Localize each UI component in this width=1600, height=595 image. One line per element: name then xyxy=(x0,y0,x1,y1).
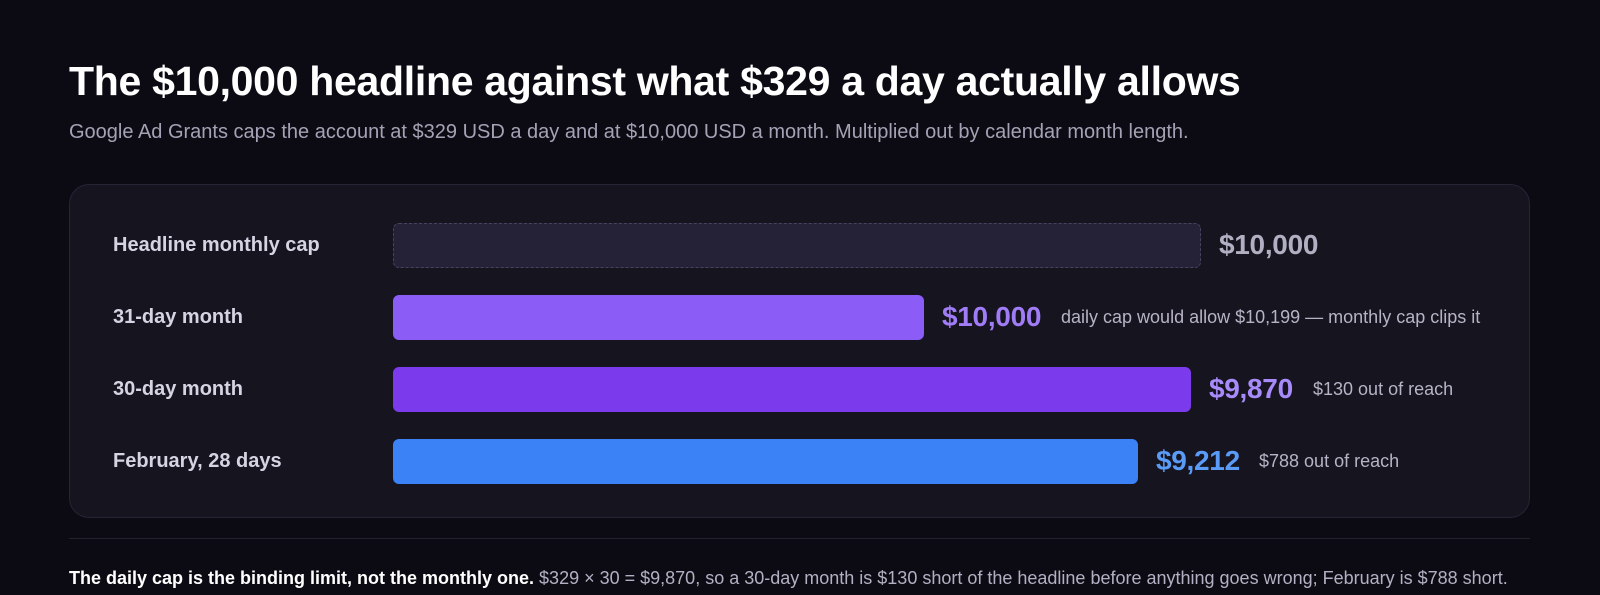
row-label: Headline monthly cap xyxy=(113,234,320,256)
bar-annotation: $130 out of reach xyxy=(1313,379,1454,399)
page-title: The $10,000 headline against what $329 a… xyxy=(69,58,1241,104)
bar-value-label: $9,870 xyxy=(1209,373,1293,404)
row-label: 31-day month xyxy=(113,306,244,328)
bar-annotation: $788 out of reach xyxy=(1259,451,1400,471)
footer-lead: The daily cap is the binding limit, not … xyxy=(69,568,535,588)
bar-value-label: $10,000 xyxy=(942,301,1042,332)
bar xyxy=(393,438,1138,484)
bar-annotation: daily cap would allow $10,199 — monthly … xyxy=(1061,307,1481,327)
bar xyxy=(393,222,1201,268)
row-label: February, 28 days xyxy=(113,450,282,472)
row-label: 30-day month xyxy=(113,378,244,400)
footer-note: The daily cap is the binding limit, not … xyxy=(69,563,1539,593)
bar xyxy=(393,366,1191,412)
bar-value-label: $9,212 xyxy=(1156,445,1240,476)
bar xyxy=(393,294,924,340)
page-subtitle: Google Ad Grants caps the account at $32… xyxy=(69,121,1189,143)
divider xyxy=(69,538,1530,539)
footer-body: $329 × 30 = $9,870, so a 30-day month is… xyxy=(539,568,1508,588)
bar-value-label: $10,000 xyxy=(1219,229,1319,260)
